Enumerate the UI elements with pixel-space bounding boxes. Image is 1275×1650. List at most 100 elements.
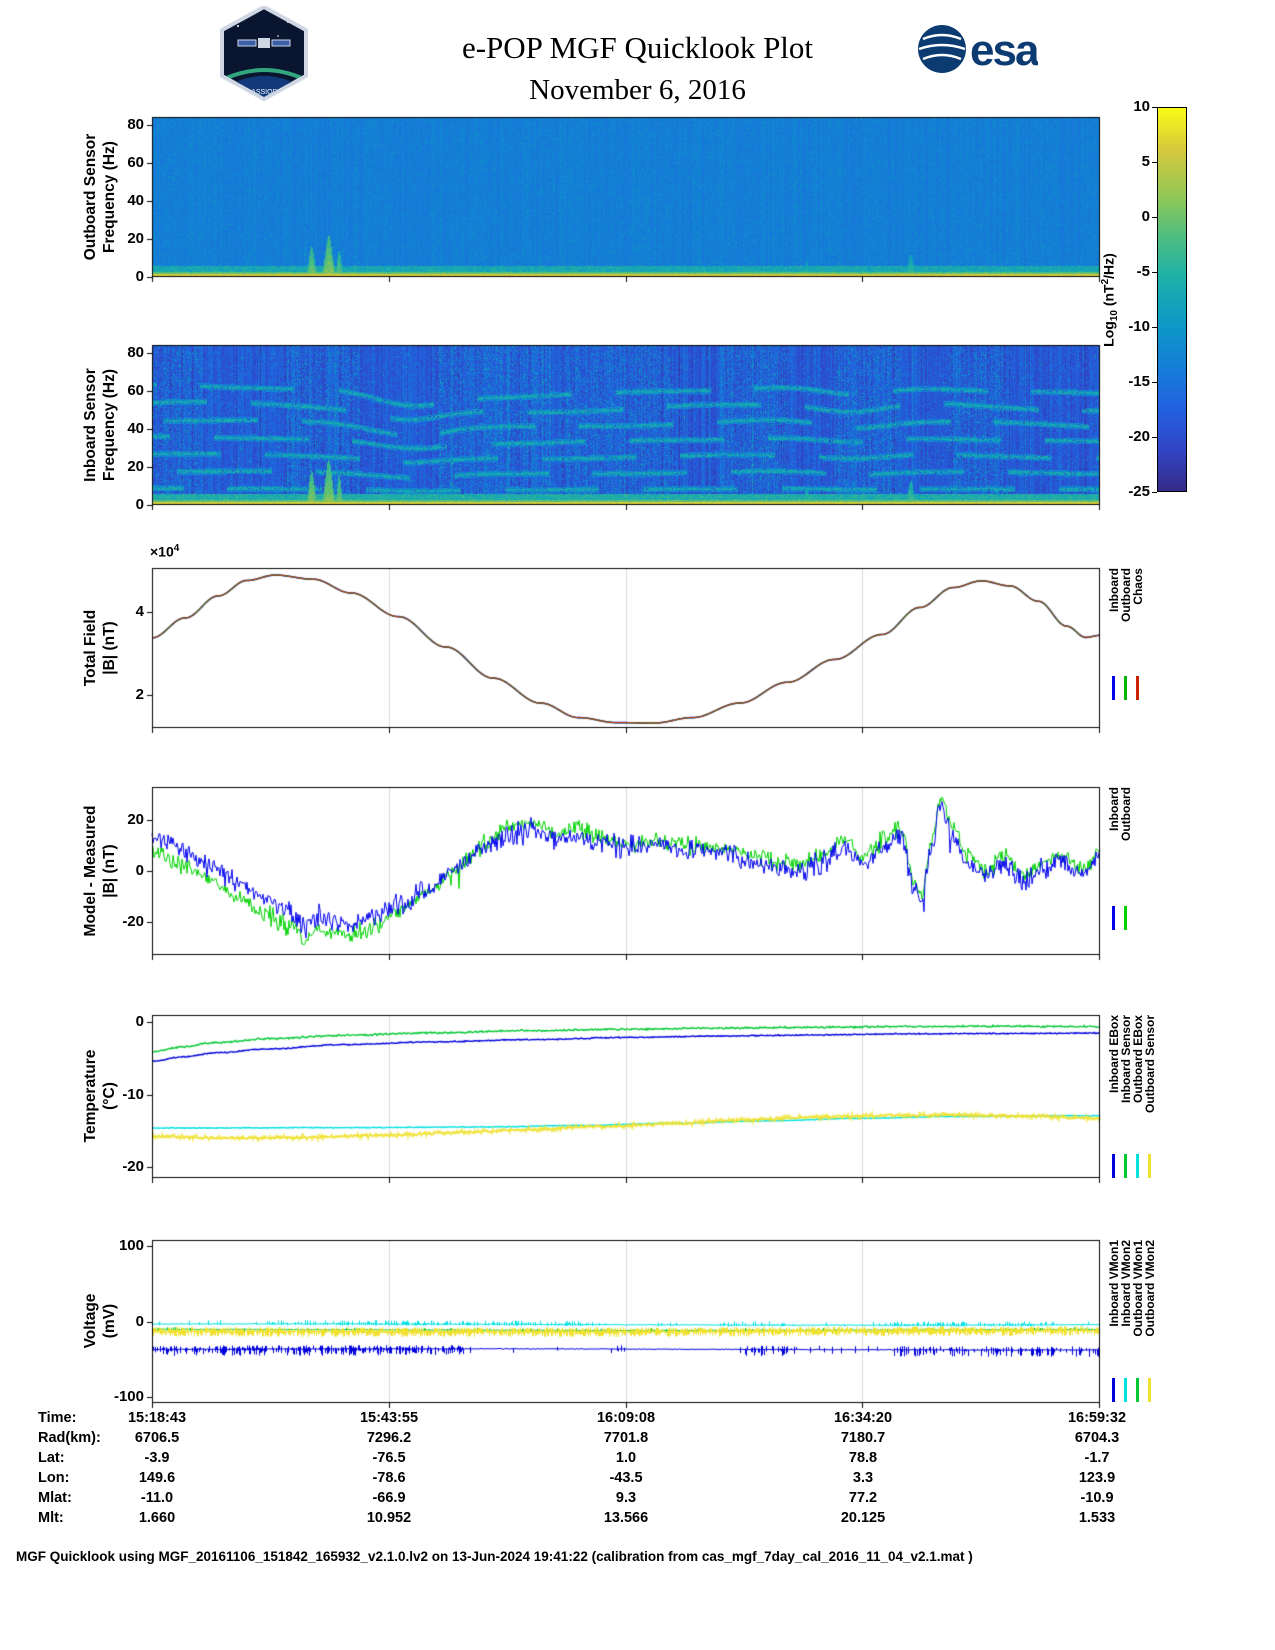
colorbar-tick (1152, 437, 1157, 438)
esa-logo-graphic: esa (918, 25, 1042, 75)
solar-panel-right (271, 39, 291, 47)
cell: -3.9 (144, 1450, 170, 1466)
cell: 3.3 (852, 1470, 874, 1486)
row-label: Time: (38, 1410, 77, 1426)
colorbar-tick (1152, 107, 1157, 108)
cassiope-logo: CASSIOPE (218, 4, 310, 107)
solar-panel-left (237, 39, 257, 47)
cell: 16:34:20 (833, 1410, 893, 1426)
page-title: e-POP MGF Quicklook Plot November 6, 201… (0, 30, 1275, 107)
cell: 123.9 (1078, 1470, 1116, 1486)
colorbar-tick (1152, 217, 1157, 218)
esa-logo-text: esa (970, 26, 1038, 75)
cell: -76.5 (372, 1450, 406, 1466)
cell: 7296.2 (366, 1430, 412, 1446)
ytick-label: -100 (113, 1387, 144, 1405)
colorbar-tick-label: -25 (1128, 483, 1150, 500)
row-label: Lon: (38, 1470, 70, 1486)
model_minus_measured-canvas (142, 777, 1110, 965)
colorbar-tick-label: 0 (1141, 208, 1150, 225)
colorbar-tick-label: -5 (1136, 263, 1150, 280)
ytick-label: 80 (127, 115, 144, 133)
legend-label: Outboard Sensor (1143, 1015, 1157, 1114)
colorbar-tick-label: -20 (1128, 428, 1150, 445)
row-label: Mlat: (38, 1490, 72, 1506)
colorbar-tick-label: -10 (1128, 318, 1150, 335)
cell: 20.125 (840, 1510, 886, 1526)
cell: -11.0 (140, 1490, 174, 1506)
esa-logo: esa (916, 22, 1042, 81)
ylabel-total-field: Total Field |B| (nT) (82, 609, 118, 687)
ytick-label: 0 (135, 862, 144, 879)
colorbar-tick (1152, 382, 1157, 383)
cell: 149.6 (138, 1470, 176, 1486)
colorbar-tick (1152, 162, 1157, 163)
ytick-label: 40 (127, 419, 144, 437)
ytick-label: 20 (127, 457, 144, 475)
colorbar-tick (1152, 492, 1157, 493)
cell: 6706.5 (134, 1430, 180, 1446)
ytick-label: 20 (127, 811, 144, 829)
ytick-label: -10 (122, 1085, 144, 1103)
table-row-mlat: Mlat: -11.0 -66.9 9.3 77.2 -10.9 (0, 1490, 1275, 1510)
colorbar-tick-label: 10 (1133, 98, 1150, 115)
table-row-mlt: Mlt: 1.660 10.952 13.566 20.125 1.533 (0, 1510, 1275, 1530)
cell: 16:59:32 (1067, 1410, 1127, 1426)
total-field-scale-label: ×104 (150, 543, 180, 560)
cell: 6704.3 (1074, 1430, 1120, 1446)
legend-label: Outboard (1119, 787, 1133, 841)
ytick-label: 20 (127, 229, 144, 247)
legend-mark (1136, 1378, 1139, 1402)
table-row-lon: Lon: 149.6 -78.6 -43.5 3.3 123.9 (0, 1470, 1275, 1490)
cell: 9.3 (615, 1490, 637, 1506)
title-date: November 6, 2016 (529, 74, 746, 106)
legend-mark (1124, 1154, 1127, 1178)
aurora (224, 68, 304, 82)
cell: -78.6 (372, 1470, 406, 1486)
legend-mark (1124, 676, 1127, 700)
legend-mark (1112, 1154, 1115, 1178)
legend-mark (1148, 1154, 1151, 1178)
cell: 7180.7 (840, 1430, 886, 1446)
legend-mark (1136, 676, 1139, 700)
ytick-label: 0 (135, 1013, 144, 1031)
temperature-canvas (142, 1005, 1110, 1188)
cell: 15:43:55 (359, 1410, 419, 1426)
colorbar (1157, 107, 1187, 492)
outboard_spectrogram-canvas (142, 107, 1110, 287)
table-row-time: Time: 15:18:43 15:43:55 16:09:08 16:34:2… (0, 1410, 1275, 1430)
voltage-canvas (142, 1230, 1110, 1413)
row-label: Rad(km): (38, 1430, 101, 1446)
legend-mark (1112, 676, 1115, 700)
inboard_spectrogram-canvas (142, 335, 1110, 515)
title-line1: e-POP MGF Quicklook Plot (461, 30, 814, 65)
cell: 1.533 (1078, 1510, 1116, 1526)
legend-mark (1112, 1378, 1115, 1402)
ytick-label: 60 (127, 153, 144, 171)
colorbar-tick (1152, 327, 1157, 328)
cell: 78.8 (848, 1450, 878, 1466)
ytick-label: -20 (122, 1158, 144, 1176)
cell: 13.566 (603, 1510, 649, 1526)
row-label: Lat: (38, 1450, 65, 1466)
ytick-label: 4 (135, 602, 144, 620)
legend-mark (1124, 906, 1127, 930)
cell: 15:18:43 (127, 1410, 187, 1426)
cassiope-logo-text: CASSIOPE (246, 89, 282, 96)
satellite-body (258, 38, 270, 48)
cell: -10.9 (1080, 1490, 1114, 1506)
cell: 77.2 (848, 1490, 878, 1506)
legend-mark (1136, 1154, 1139, 1178)
badge-hexagon (220, 4, 308, 102)
esa-emblem (918, 25, 966, 73)
cell: 16:09:08 (596, 1410, 656, 1426)
ytick-label: -20 (122, 912, 144, 930)
ytick-label: 40 (127, 191, 144, 209)
cell: -1.7 (1084, 1450, 1110, 1466)
cassiope-logo-graphic: CASSIOPE (220, 4, 308, 102)
ytick-label: 80 (127, 343, 144, 361)
cell: 1.660 (138, 1510, 176, 1526)
legend-mark (1124, 1378, 1127, 1402)
table-row-rad: Rad(km): 6706.5 7296.2 7701.8 7180.7 670… (0, 1430, 1275, 1450)
